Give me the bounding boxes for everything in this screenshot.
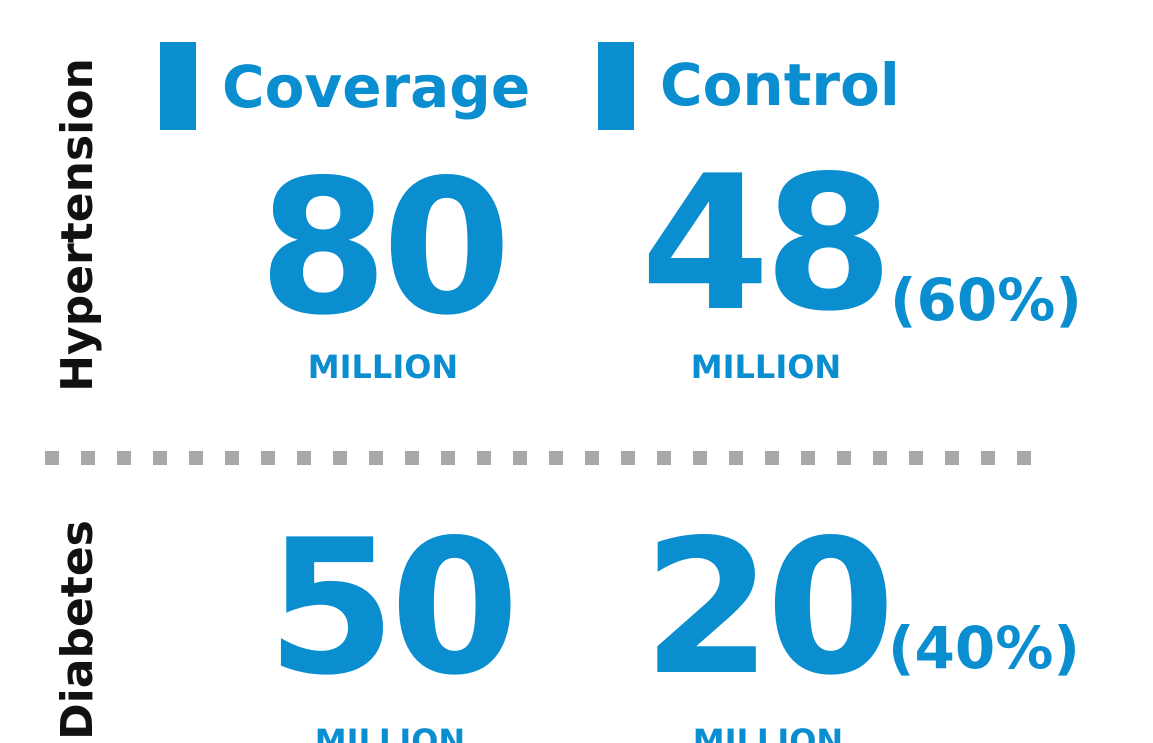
unit-label: MILLION — [691, 348, 841, 386]
control-share: (60%) — [890, 266, 1082, 334]
control-share: (40%) — [888, 614, 1080, 682]
column-header: Control — [660, 51, 900, 119]
row-label: Diabetes — [52, 520, 103, 740]
column-header: Coverage — [222, 53, 530, 121]
row-label: Hypertension — [52, 58, 103, 392]
column-marker — [160, 42, 196, 130]
control-value: 20 — [643, 499, 890, 716]
column-marker — [598, 42, 634, 130]
coverage-value: 50 — [267, 499, 514, 716]
control-value: 48 — [641, 135, 888, 352]
unit-label: MILLION — [308, 348, 458, 386]
unit-label: MILLION — [315, 722, 465, 743]
unit-label: MILLION — [693, 722, 843, 743]
coverage-value: 80 — [259, 139, 506, 356]
